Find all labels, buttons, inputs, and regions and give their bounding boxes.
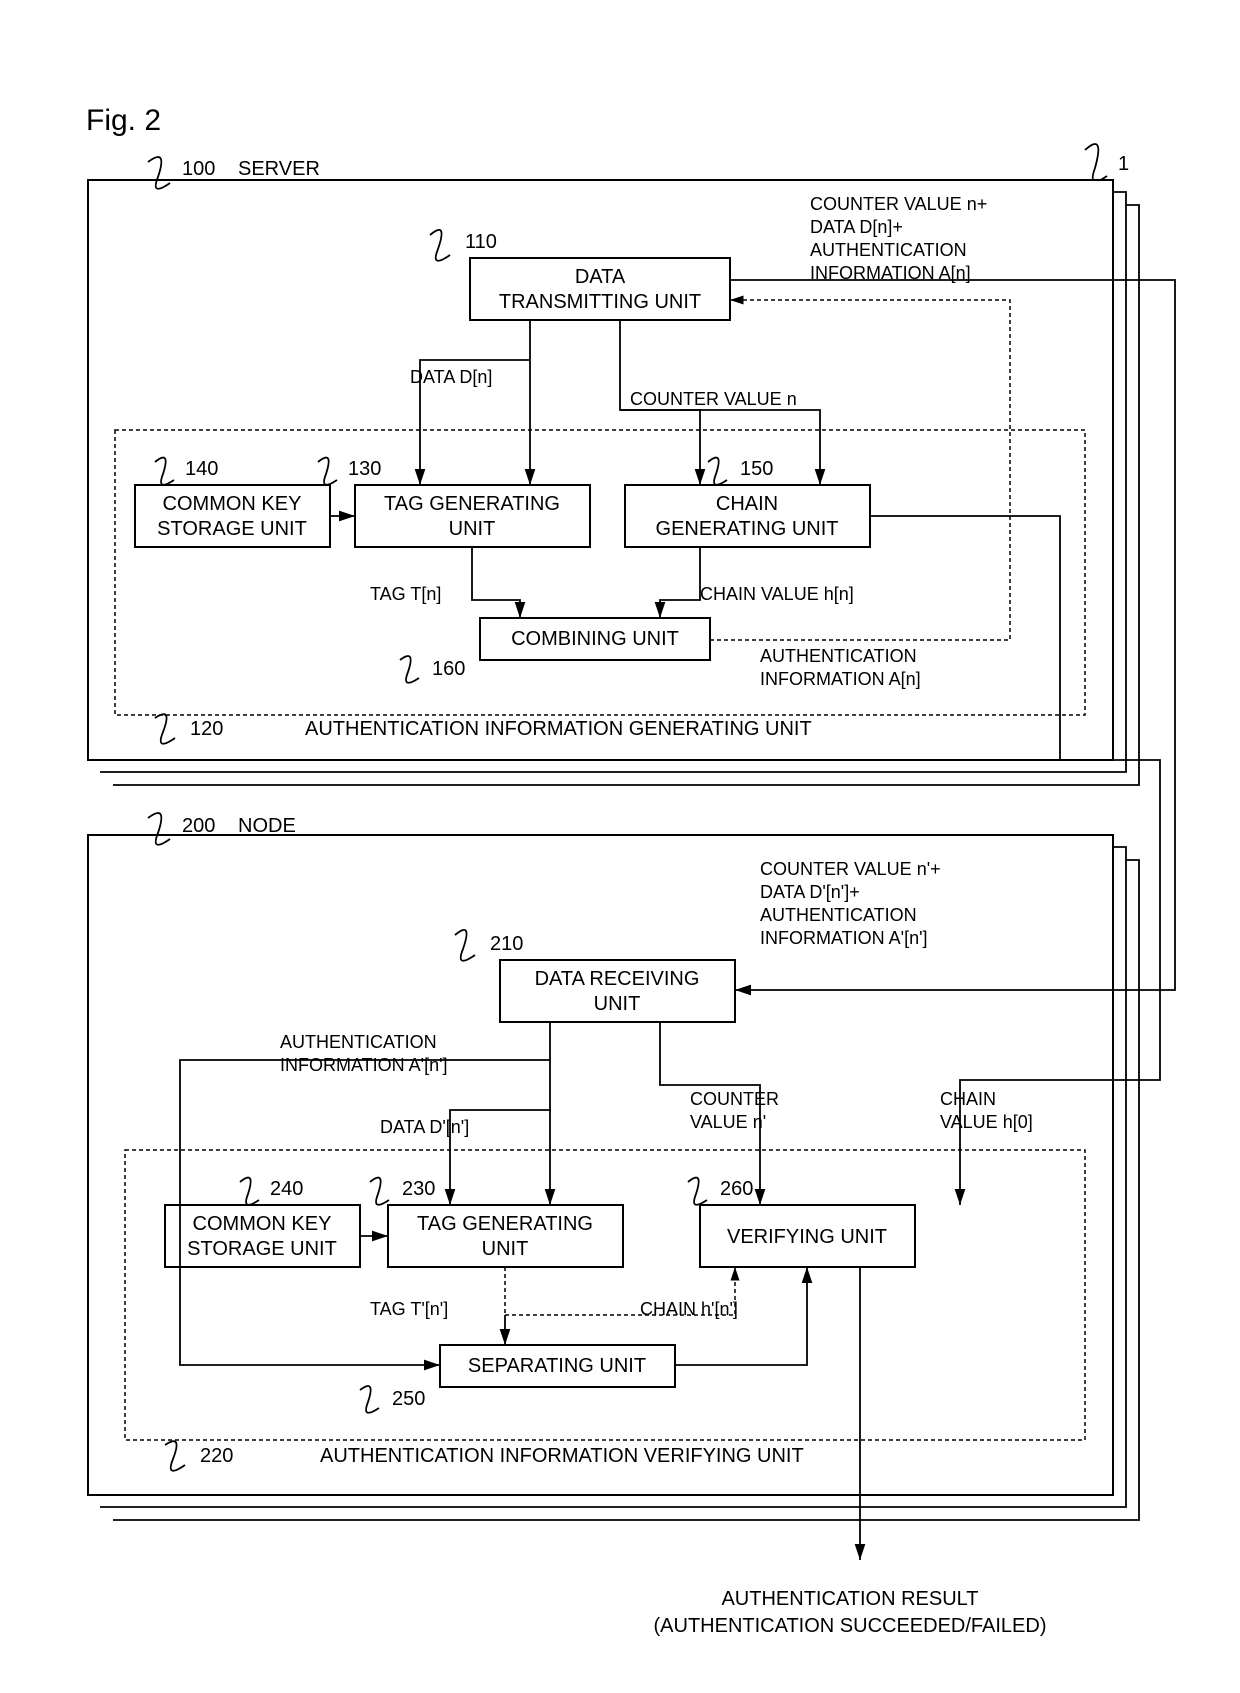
result-1: AUTHENTICATION RESULT bbox=[721, 1588, 978, 1610]
tx-l1: DATA bbox=[575, 266, 626, 288]
node-container: 200 NODE DATA RECEIVING UNIT 210 COUNTER… bbox=[88, 813, 1150, 1560]
edge-auth-anp2: INFORMATION A'[n'] bbox=[280, 1055, 448, 1075]
system-id: 1 bbox=[1118, 153, 1129, 175]
edge-tag-tn: TAG T[n] bbox=[370, 584, 441, 604]
chain-id: 150 bbox=[740, 458, 773, 480]
system-curl bbox=[1085, 144, 1107, 181]
chain-l2: GENERATING UNIT bbox=[656, 518, 839, 540]
edge-counter-np2: VALUE n' bbox=[690, 1112, 766, 1132]
auth-ver-name: AUTHENTICATION INFORMATION VERIFYING UNI… bbox=[320, 1445, 804, 1467]
sep-id: 250 bbox=[392, 1388, 425, 1410]
tag2-id: 230 bbox=[402, 1178, 435, 1200]
tx-out1: COUNTER VALUE n+ bbox=[810, 194, 987, 214]
rx-in1: COUNTER VALUE n'+ bbox=[760, 859, 941, 879]
comb-id: 160 bbox=[432, 658, 465, 680]
server-id: 100 bbox=[182, 158, 215, 180]
result-2: (AUTHENTICATION SUCCEEDED/FAILED) bbox=[654, 1615, 1047, 1637]
edge-auth-anp1: AUTHENTICATION bbox=[280, 1032, 437, 1052]
edge-data-dn: DATA D[n] bbox=[410, 367, 492, 387]
ver-id: 260 bbox=[720, 1178, 753, 1200]
rx-l1: DATA RECEIVING bbox=[535, 968, 700, 990]
edge-auth-an1: AUTHENTICATION bbox=[760, 646, 917, 666]
tx-id: 110 bbox=[465, 231, 497, 253]
edge-counter-n: COUNTER VALUE n bbox=[630, 389, 797, 409]
figure-label: Fig. 2 bbox=[86, 104, 161, 137]
comb-l1: COMBINING UNIT bbox=[511, 628, 679, 650]
tag1-l2: UNIT bbox=[449, 518, 496, 540]
auth-ver-id: 220 bbox=[200, 1445, 233, 1467]
key2-id: 240 bbox=[270, 1178, 303, 1200]
edge-chain-h01: CHAIN bbox=[940, 1089, 996, 1109]
edge-chain-hn: CHAIN VALUE h[n] bbox=[700, 584, 854, 604]
tx-out2: DATA D[n]+ bbox=[810, 217, 903, 237]
auth-gen-id: 120 bbox=[190, 718, 223, 740]
rx-id: 210 bbox=[490, 933, 523, 955]
tag1-l1: TAG GENERATING bbox=[384, 493, 560, 515]
edge-counter-np1: COUNTER bbox=[690, 1089, 779, 1109]
rx-l2: UNIT bbox=[594, 993, 641, 1015]
edge-auth-an2: INFORMATION A[n] bbox=[760, 669, 921, 689]
sep-l1: SEPARATING UNIT bbox=[468, 1355, 646, 1377]
key1-l1: COMMON KEY bbox=[163, 493, 302, 515]
rx-in3: AUTHENTICATION bbox=[760, 905, 917, 925]
rx-in2: DATA D'[n']+ bbox=[760, 882, 860, 902]
edge-data-dnp: DATA D'[n'] bbox=[380, 1117, 469, 1137]
tx-out3: AUTHENTICATION bbox=[810, 240, 967, 260]
node-name: NODE bbox=[238, 815, 296, 837]
tx-l2: TRANSMITTING UNIT bbox=[499, 291, 701, 313]
key1-id: 140 bbox=[185, 458, 218, 480]
auth-gen-name: AUTHENTICATION INFORMATION GENERATING UN… bbox=[305, 718, 812, 740]
edge-chain-h02: VALUE h[0] bbox=[940, 1112, 1033, 1132]
diagram-canvas: Fig. 2 1 100 SERVER DATA TRANSMITTING UN… bbox=[0, 0, 1240, 1693]
chain-l1: CHAIN bbox=[716, 493, 778, 515]
tag2-l2: UNIT bbox=[482, 1238, 529, 1260]
tag1-id: 130 bbox=[348, 458, 381, 480]
key2-l1: COMMON KEY bbox=[193, 1213, 332, 1235]
key2-l2: STORAGE UNIT bbox=[187, 1238, 337, 1260]
node-id: 200 bbox=[182, 815, 215, 837]
edge-tag-tnp: TAG T'[n'] bbox=[370, 1299, 448, 1319]
edge-chain-hnp: CHAIN h'[n'] bbox=[640, 1299, 738, 1319]
server-container: 100 SERVER DATA TRANSMITTING UNIT 110 CO… bbox=[88, 157, 1150, 785]
server-name: SERVER bbox=[238, 158, 320, 180]
tag2-l1: TAG GENERATING bbox=[417, 1213, 593, 1235]
edge-tx-rx bbox=[1150, 280, 1175, 990]
key1-l2: STORAGE UNIT bbox=[157, 518, 307, 540]
edge-h0 bbox=[1150, 760, 1160, 1080]
rx-in4: INFORMATION A'[n'] bbox=[760, 928, 928, 948]
ver-l1: VERIFYING UNIT bbox=[727, 1226, 887, 1248]
